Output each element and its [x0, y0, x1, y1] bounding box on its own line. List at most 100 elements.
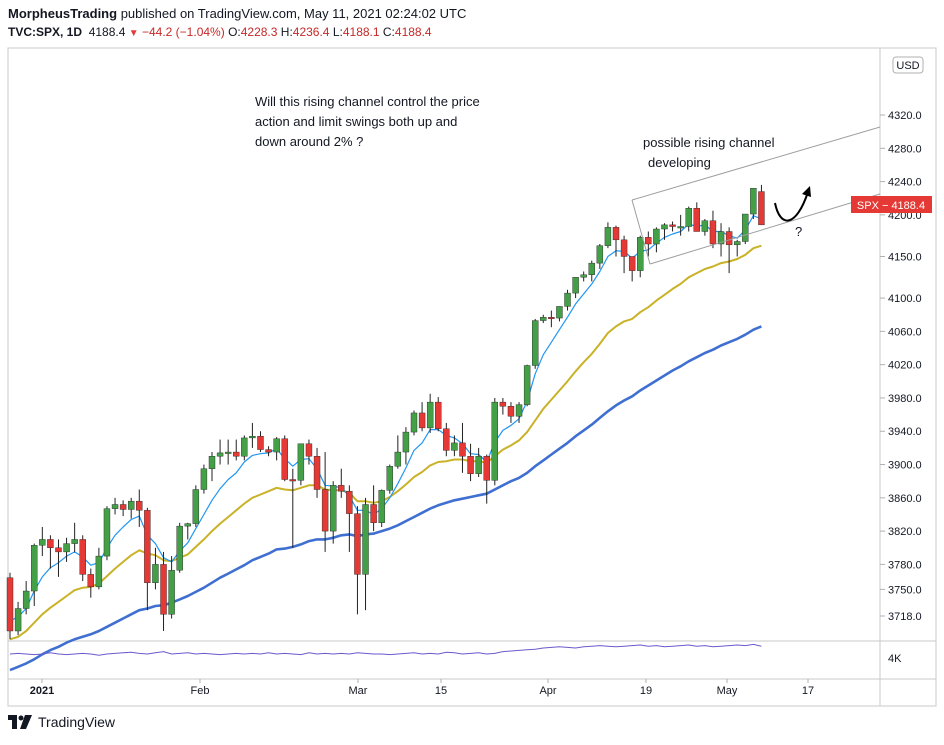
time-tick-label: May: [717, 685, 738, 697]
open-label: O:: [228, 25, 241, 39]
currency-badge[interactable]: USD: [892, 56, 924, 74]
candle-body: [475, 456, 482, 474]
price-axis[interactable]: 4320.04280.04240.04200.04150.04100.04060…: [880, 110, 922, 665]
candle-body: [402, 431, 410, 453]
last-price: 4188.4: [88, 25, 126, 39]
candle-body: [330, 485, 337, 532]
channel-annotation-line-1: possible rising channel: [643, 135, 775, 150]
open-value: 4228.3: [240, 25, 278, 39]
candle-body: [596, 245, 604, 264]
candle-body: [273, 438, 280, 453]
candle-body: [685, 208, 692, 227]
candle-body: [443, 428, 450, 451]
candle-body: [313, 456, 321, 490]
candle-body: [418, 412, 426, 429]
question-mark-annotation[interactable]: ?: [795, 224, 802, 239]
candle-body: [507, 406, 515, 417]
candle-body: [459, 442, 466, 457]
price-tick-label: 4150.0: [888, 251, 922, 263]
price-tick-label: 3860.0: [888, 493, 922, 505]
time-tick-label: Feb: [191, 685, 210, 697]
candle-body: [257, 436, 264, 450]
candle-body: [216, 452, 224, 457]
candle-body: [370, 504, 377, 523]
price-tick-label: 3820.0: [888, 526, 922, 538]
candle-body: [451, 442, 458, 451]
candle-body: [717, 231, 725, 245]
candle-body: [620, 239, 628, 257]
candle-body: [119, 504, 127, 510]
candle-body: [63, 543, 70, 553]
candle-body: [87, 574, 95, 588]
low-value: 4188.1: [342, 25, 380, 39]
symbol-label: TVC:SPX, 1D: [8, 25, 83, 39]
last-price-tag: SPX − 4188.4: [851, 196, 932, 213]
moving-averages: [9, 215, 762, 672]
time-axis[interactable]: 2021 Feb Mar 15 Apr 19 May 17: [30, 679, 814, 697]
price-tick-label: 3980.0: [888, 393, 922, 405]
candle-body: [95, 555, 103, 588]
candle-body: [224, 451, 232, 454]
channel-annotation[interactable]: possible rising channel developing: [643, 135, 778, 170]
author-name[interactable]: MorpheusTrading: [8, 6, 118, 21]
candle-body: [734, 241, 741, 246]
time-tick-label: 17: [802, 685, 814, 697]
ema-slow-line: [9, 325, 762, 672]
price-tick-label: 4060.0: [888, 326, 922, 338]
candle-body: [669, 224, 676, 227]
low-label: L:: [332, 25, 343, 39]
footer-brand[interactable]: TradingView: [8, 714, 115, 730]
candle-body: [523, 365, 531, 405]
candle-body: [265, 449, 272, 453]
candle-body: [540, 317, 547, 321]
candle-body: [321, 489, 329, 532]
candle-body: [483, 456, 490, 481]
tradingview-logo-icon: [8, 715, 32, 729]
candle-body: [742, 213, 749, 242]
price-tick-label: 3750.0: [888, 584, 922, 596]
candles: [6, 184, 765, 640]
price-tick-label: 4020.0: [888, 360, 922, 372]
candle-body: [111, 504, 119, 509]
price-tick-label: 4240.0: [888, 177, 922, 189]
candle-body: [241, 437, 248, 457]
channel-annotation-line-2: developing: [648, 155, 711, 170]
time-tick-label: Mar: [349, 685, 368, 697]
close-value: 4188.4: [394, 25, 432, 39]
price-tick-label: 4100.0: [888, 293, 922, 305]
main-annotation[interactable]: Will this rising channel control the pri…: [255, 94, 483, 149]
candle-body: [628, 256, 636, 271]
price-tick-label: 3900.0: [888, 460, 922, 472]
volume-pane: [9, 643, 762, 656]
publish-info: MorpheusTrading published on TradingView…: [8, 6, 466, 21]
time-tick-label: 15: [435, 685, 447, 697]
candle-body: [289, 479, 296, 482]
ema-fast-line: [9, 215, 762, 622]
price-tick-label: 3780.0: [888, 559, 922, 571]
candle-body: [709, 220, 717, 245]
main-annotation-line-3: down around 2% ?: [255, 134, 363, 149]
candle-body: [354, 513, 361, 575]
curved-arrow-icon[interactable]: [774, 186, 811, 222]
channel-left-edge: [631, 199, 651, 265]
candle-body: [144, 510, 151, 583]
candle-body: [22, 590, 30, 609]
candle-body: [394, 451, 402, 467]
candle-body: [71, 539, 78, 544]
candle-body: [39, 539, 46, 546]
down-arrow-icon: ▼: [128, 28, 139, 39]
candle-body: [281, 438, 288, 480]
candle-body: [31, 545, 38, 592]
candle-body: [208, 456, 216, 469]
candle-body: [467, 456, 474, 474]
high-label: H:: [280, 25, 293, 39]
candle-body: [661, 224, 668, 230]
rising-channel: [631, 126, 881, 265]
candle-body: [338, 485, 345, 492]
candle-body: [297, 443, 305, 481]
candle-body: [305, 443, 313, 457]
candle-body: [6, 577, 14, 632]
candle-body: [249, 436, 256, 439]
close-label: C:: [382, 25, 395, 39]
